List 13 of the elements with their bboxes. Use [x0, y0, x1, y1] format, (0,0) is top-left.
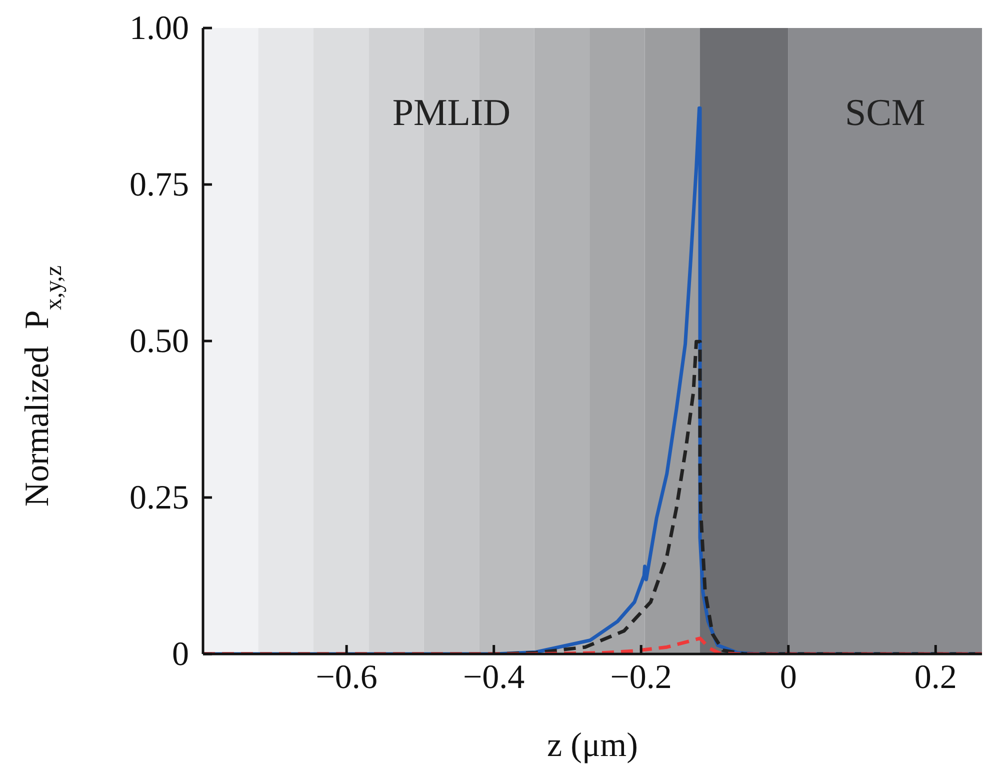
x-tick-label: −0.2 [610, 659, 672, 696]
x-tick-label: −0.4 [462, 659, 525, 696]
band-label: PMLID [392, 92, 511, 134]
x-tick-label: −0.6 [316, 659, 378, 696]
x-tick-label: 0 [780, 659, 797, 696]
y-tick-label: 1.00 [130, 10, 189, 47]
y-tick-label: 0.75 [130, 166, 189, 204]
x-tick-label: 0.2 [914, 659, 957, 696]
band-label: SCM [845, 92, 926, 134]
y-tick-label: 0.25 [130, 480, 189, 516]
y-tick-label: 0.50 [130, 323, 189, 360]
x-axis-title: z (μm) [547, 727, 638, 764]
y-tick-label: 0 [172, 636, 189, 673]
